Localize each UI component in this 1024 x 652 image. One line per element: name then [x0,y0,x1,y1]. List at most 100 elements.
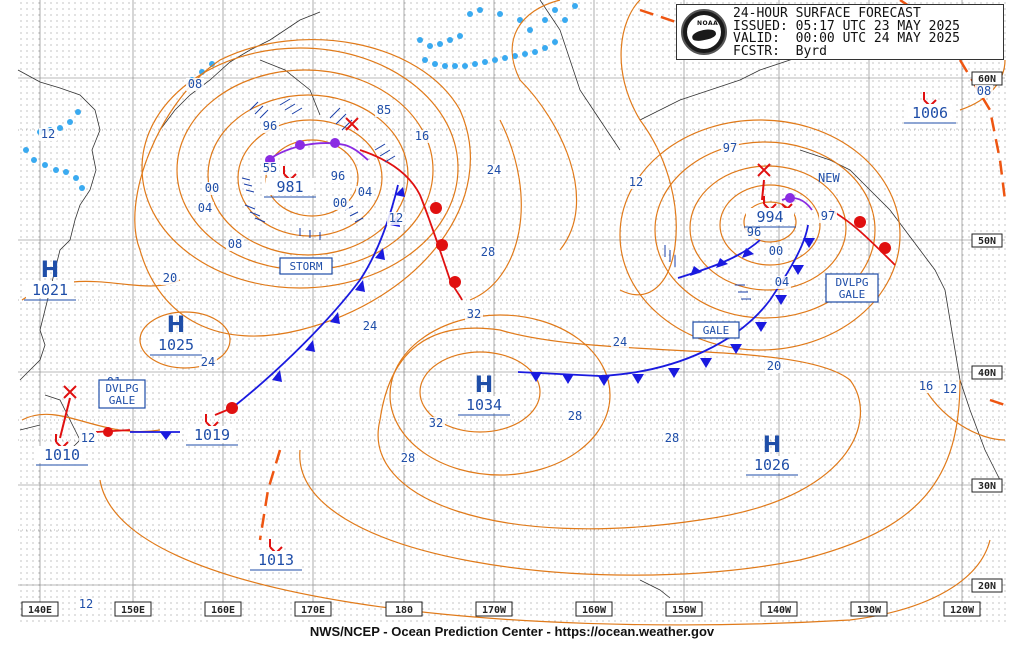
warm-front-bumps [103,202,891,437]
wind-barbs [241,98,751,300]
isobar-value: 32 [429,416,443,430]
longitude-label-text: 150W [672,605,697,616]
isobar-value: 85 [377,103,391,117]
longitude-label-text: 120W [950,605,975,616]
latitude-label: 40N [971,365,1003,380]
issued-time: ISSUED: 05:17 UTC 23 MAY 2025 [733,18,960,34]
isobar-value: 04 [198,201,212,215]
isobar-value: 12 [81,431,95,445]
isobar-value: 97 [723,141,737,155]
low-pressure-center: 981 [264,166,316,198]
longitude-label: 170W [475,601,513,617]
latitude-label-text: 30N [978,481,996,492]
isobar-value: 12 [943,382,957,396]
isobar-value: 24 [487,163,501,177]
longitude-label-text: 160W [582,605,607,616]
pressure-value: 1026 [754,456,790,474]
warning-label: STORM [279,257,333,275]
isobar-value: 24 [363,319,377,333]
isobar-value: 08 [977,84,991,98]
valid-time: VALID: 00:00 UTC 24 MAY 2025 [733,31,960,46]
isobar-value: 97 [821,209,835,223]
isobars [21,0,1006,626]
new-annotation: NEW [818,171,840,185]
isobar-value: 16 [919,379,933,393]
longitude-labels: 140E 150E 160E 170E 180 170W 160W 150W 140W 130W 1… [21,601,981,617]
isobar-value: 55 [263,161,277,175]
isobar-value: 28 [401,451,415,465]
isobar-value: 96 [263,119,277,133]
noaa-logo-text: NOAA [697,20,719,27]
low-pressure-center: 1010 [36,434,88,466]
longitude-label: 140W [760,601,798,617]
high-symbol: H [41,258,59,283]
longitude-label: 150W [665,601,703,617]
isobar-value: 12 [629,175,643,189]
isobar-value: 12 [389,211,403,225]
longitude-label: 150E [114,601,152,617]
movement-arrows [59,179,765,439]
longitude-label: 170E [294,601,332,617]
longitude-label-text: 130W [857,605,882,616]
isobar-value-labels: 08 12 96 00 04 08 20 24 55 96 04 00 85 16 12 24 28 32 24 32… [39,77,993,611]
isobar-value: 24 [613,335,627,349]
pressure-value: 1010 [44,446,80,464]
isobar-value: 20 [163,271,177,285]
isobar-value: 08 [188,77,202,91]
low-pressure-center: 994 [744,196,796,228]
pressure-value: 1021 [32,281,68,299]
pressure-value: 1034 [466,396,502,414]
isobar-value: 32 [467,307,481,321]
longitude-label: 160E [204,601,242,617]
longitude-label-text: 170E [301,605,325,616]
high-symbol: H [167,313,185,338]
longitude-label-text: 160E [211,605,235,616]
pressure-value: 981 [276,178,303,196]
pressure-centers: H1021H1025101010199811013H1034994H102610… [24,92,956,571]
warning-label: GALE [692,321,740,339]
isobar-value: 24 [201,355,215,369]
isobar-value: 16 [415,129,429,143]
latitude-labels: 60N 50N 40N 30N 20N [971,71,1003,593]
pressure-value: 1006 [912,104,948,122]
noaa-logo: NOAA [681,9,727,55]
latitude-label-text: 60N [978,74,996,85]
isobar-value: 00 [205,181,219,195]
isobar-value: 96 [331,169,345,183]
isobar-value: 04 [358,185,372,199]
pressure-value: 994 [756,208,783,226]
warning-label-text: DVLPG [835,276,868,289]
forecast-info-lines: 24-HOUR SURFACE FORECAST ISSUED: 05:17 UT… [733,6,960,59]
low-pressure-center: 1019 [186,414,238,446]
forecaster: FCSTR: Byrd [733,43,827,59]
low-pressure-center: 1013 [250,539,302,571]
longitude-label: 140E [21,601,59,617]
high-symbol: H [763,433,781,458]
pressure-value: 1013 [258,551,294,569]
latitude-label-text: 20N [978,581,996,592]
coastlines [17,0,1001,599]
warning-label-text: GALE [703,324,730,337]
longitude-label-text: 150E [121,605,145,616]
forecast-title: 24-HOUR SURFACE FORECAST [733,6,921,21]
isobar-value: 20 [767,359,781,373]
pressure-value: 1025 [158,336,194,354]
latitude-label: 50N [971,233,1003,248]
warning-label-text: STORM [289,260,322,273]
isobar-value: 28 [568,409,582,423]
low-pressure-center: 1006 [904,92,956,124]
high-symbol: H [475,373,493,398]
longitude-label-text: 140E [28,605,52,616]
latitude-label-text: 40N [978,368,996,379]
isobar-value: 28 [665,431,679,445]
isobar-value: 08 [228,237,242,251]
isobar-value: 00 [769,244,783,258]
isobar-value: 12 [41,127,55,141]
isobar-value: 00 [333,196,347,210]
footer-credit: NWS/NCEP - Ocean Prediction Center - htt… [309,624,715,639]
